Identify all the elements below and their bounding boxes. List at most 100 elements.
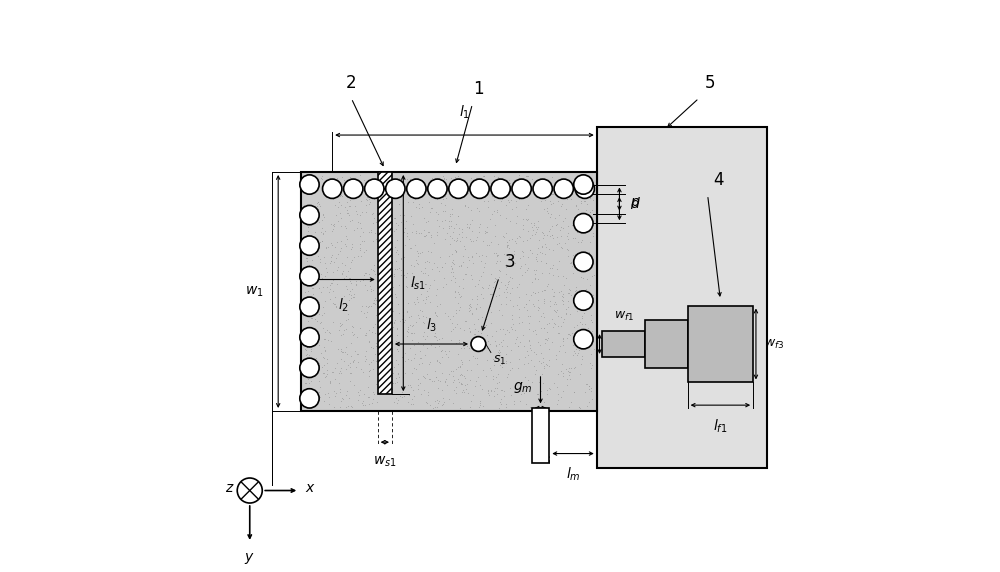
Point bbox=[454, 227, 470, 236]
Point bbox=[407, 299, 423, 308]
Point bbox=[311, 377, 327, 386]
Point bbox=[539, 204, 555, 213]
Point bbox=[547, 306, 563, 315]
Point bbox=[492, 397, 508, 406]
Text: $y$: $y$ bbox=[244, 551, 255, 566]
Point bbox=[502, 272, 518, 281]
Point bbox=[478, 314, 494, 323]
Point bbox=[560, 235, 576, 244]
Point bbox=[306, 363, 322, 372]
Point bbox=[454, 380, 470, 389]
Point bbox=[546, 288, 562, 297]
Point bbox=[406, 272, 422, 281]
Point bbox=[536, 285, 552, 295]
Point bbox=[308, 392, 324, 402]
Point bbox=[507, 325, 523, 334]
Point bbox=[555, 317, 571, 326]
Point bbox=[561, 403, 577, 412]
Point bbox=[319, 354, 335, 363]
Point bbox=[550, 390, 566, 399]
Point bbox=[523, 291, 539, 300]
Text: $s_1$: $s_1$ bbox=[493, 354, 506, 367]
Point bbox=[548, 300, 564, 309]
Point bbox=[553, 201, 569, 210]
Point bbox=[499, 283, 515, 292]
Point bbox=[390, 370, 406, 379]
Point bbox=[498, 359, 514, 368]
Point bbox=[437, 191, 453, 200]
Point bbox=[414, 359, 430, 368]
Point bbox=[415, 268, 431, 277]
Point bbox=[352, 210, 368, 220]
Point bbox=[520, 312, 536, 321]
Point bbox=[398, 281, 414, 291]
Point bbox=[486, 195, 502, 204]
Point bbox=[526, 189, 542, 198]
Point bbox=[434, 263, 450, 272]
Point bbox=[504, 183, 520, 192]
Point bbox=[514, 192, 530, 201]
Point bbox=[484, 209, 500, 219]
Point bbox=[312, 257, 328, 266]
Point bbox=[413, 390, 429, 399]
Point bbox=[535, 378, 551, 387]
Point bbox=[417, 279, 433, 288]
Point bbox=[513, 261, 529, 270]
Point bbox=[566, 335, 582, 344]
Point bbox=[428, 291, 444, 300]
Point bbox=[482, 289, 498, 299]
Point bbox=[307, 315, 323, 324]
Point bbox=[333, 330, 349, 339]
Point bbox=[400, 380, 416, 390]
Point bbox=[395, 311, 411, 320]
Point bbox=[427, 402, 443, 411]
Point bbox=[492, 324, 508, 333]
Point bbox=[542, 212, 558, 221]
Point bbox=[306, 296, 322, 305]
Point bbox=[462, 219, 478, 228]
Point bbox=[365, 323, 381, 332]
Point bbox=[447, 193, 463, 202]
Point bbox=[502, 365, 518, 374]
Point bbox=[585, 232, 601, 241]
Point bbox=[404, 368, 420, 378]
Point bbox=[362, 281, 378, 290]
Point bbox=[511, 318, 527, 327]
Point bbox=[511, 231, 527, 240]
Point bbox=[409, 193, 425, 202]
Point bbox=[561, 368, 577, 377]
Circle shape bbox=[575, 179, 594, 198]
Point bbox=[406, 353, 422, 362]
Point bbox=[576, 197, 592, 206]
Point bbox=[475, 172, 491, 181]
Point bbox=[446, 260, 462, 269]
Point bbox=[551, 210, 567, 220]
Point bbox=[475, 402, 491, 411]
Point bbox=[511, 305, 527, 314]
Point bbox=[568, 329, 584, 338]
Point bbox=[520, 200, 536, 209]
Point bbox=[577, 333, 593, 342]
Point bbox=[567, 286, 583, 295]
Point bbox=[529, 256, 545, 265]
Point bbox=[514, 182, 530, 192]
Point bbox=[367, 350, 383, 359]
Point bbox=[502, 358, 518, 367]
Point bbox=[473, 257, 489, 266]
Point bbox=[328, 211, 344, 220]
Point bbox=[333, 347, 349, 356]
Point bbox=[497, 281, 513, 290]
Point bbox=[411, 203, 427, 212]
Point bbox=[384, 385, 400, 394]
Point bbox=[545, 323, 561, 332]
Point bbox=[538, 334, 554, 343]
Point bbox=[584, 205, 600, 214]
Point bbox=[454, 224, 470, 233]
Point bbox=[555, 292, 571, 301]
Point bbox=[568, 201, 584, 210]
Point bbox=[483, 178, 499, 188]
Point bbox=[368, 184, 384, 193]
Point bbox=[535, 234, 551, 243]
Point bbox=[432, 358, 448, 367]
Point bbox=[517, 190, 533, 199]
